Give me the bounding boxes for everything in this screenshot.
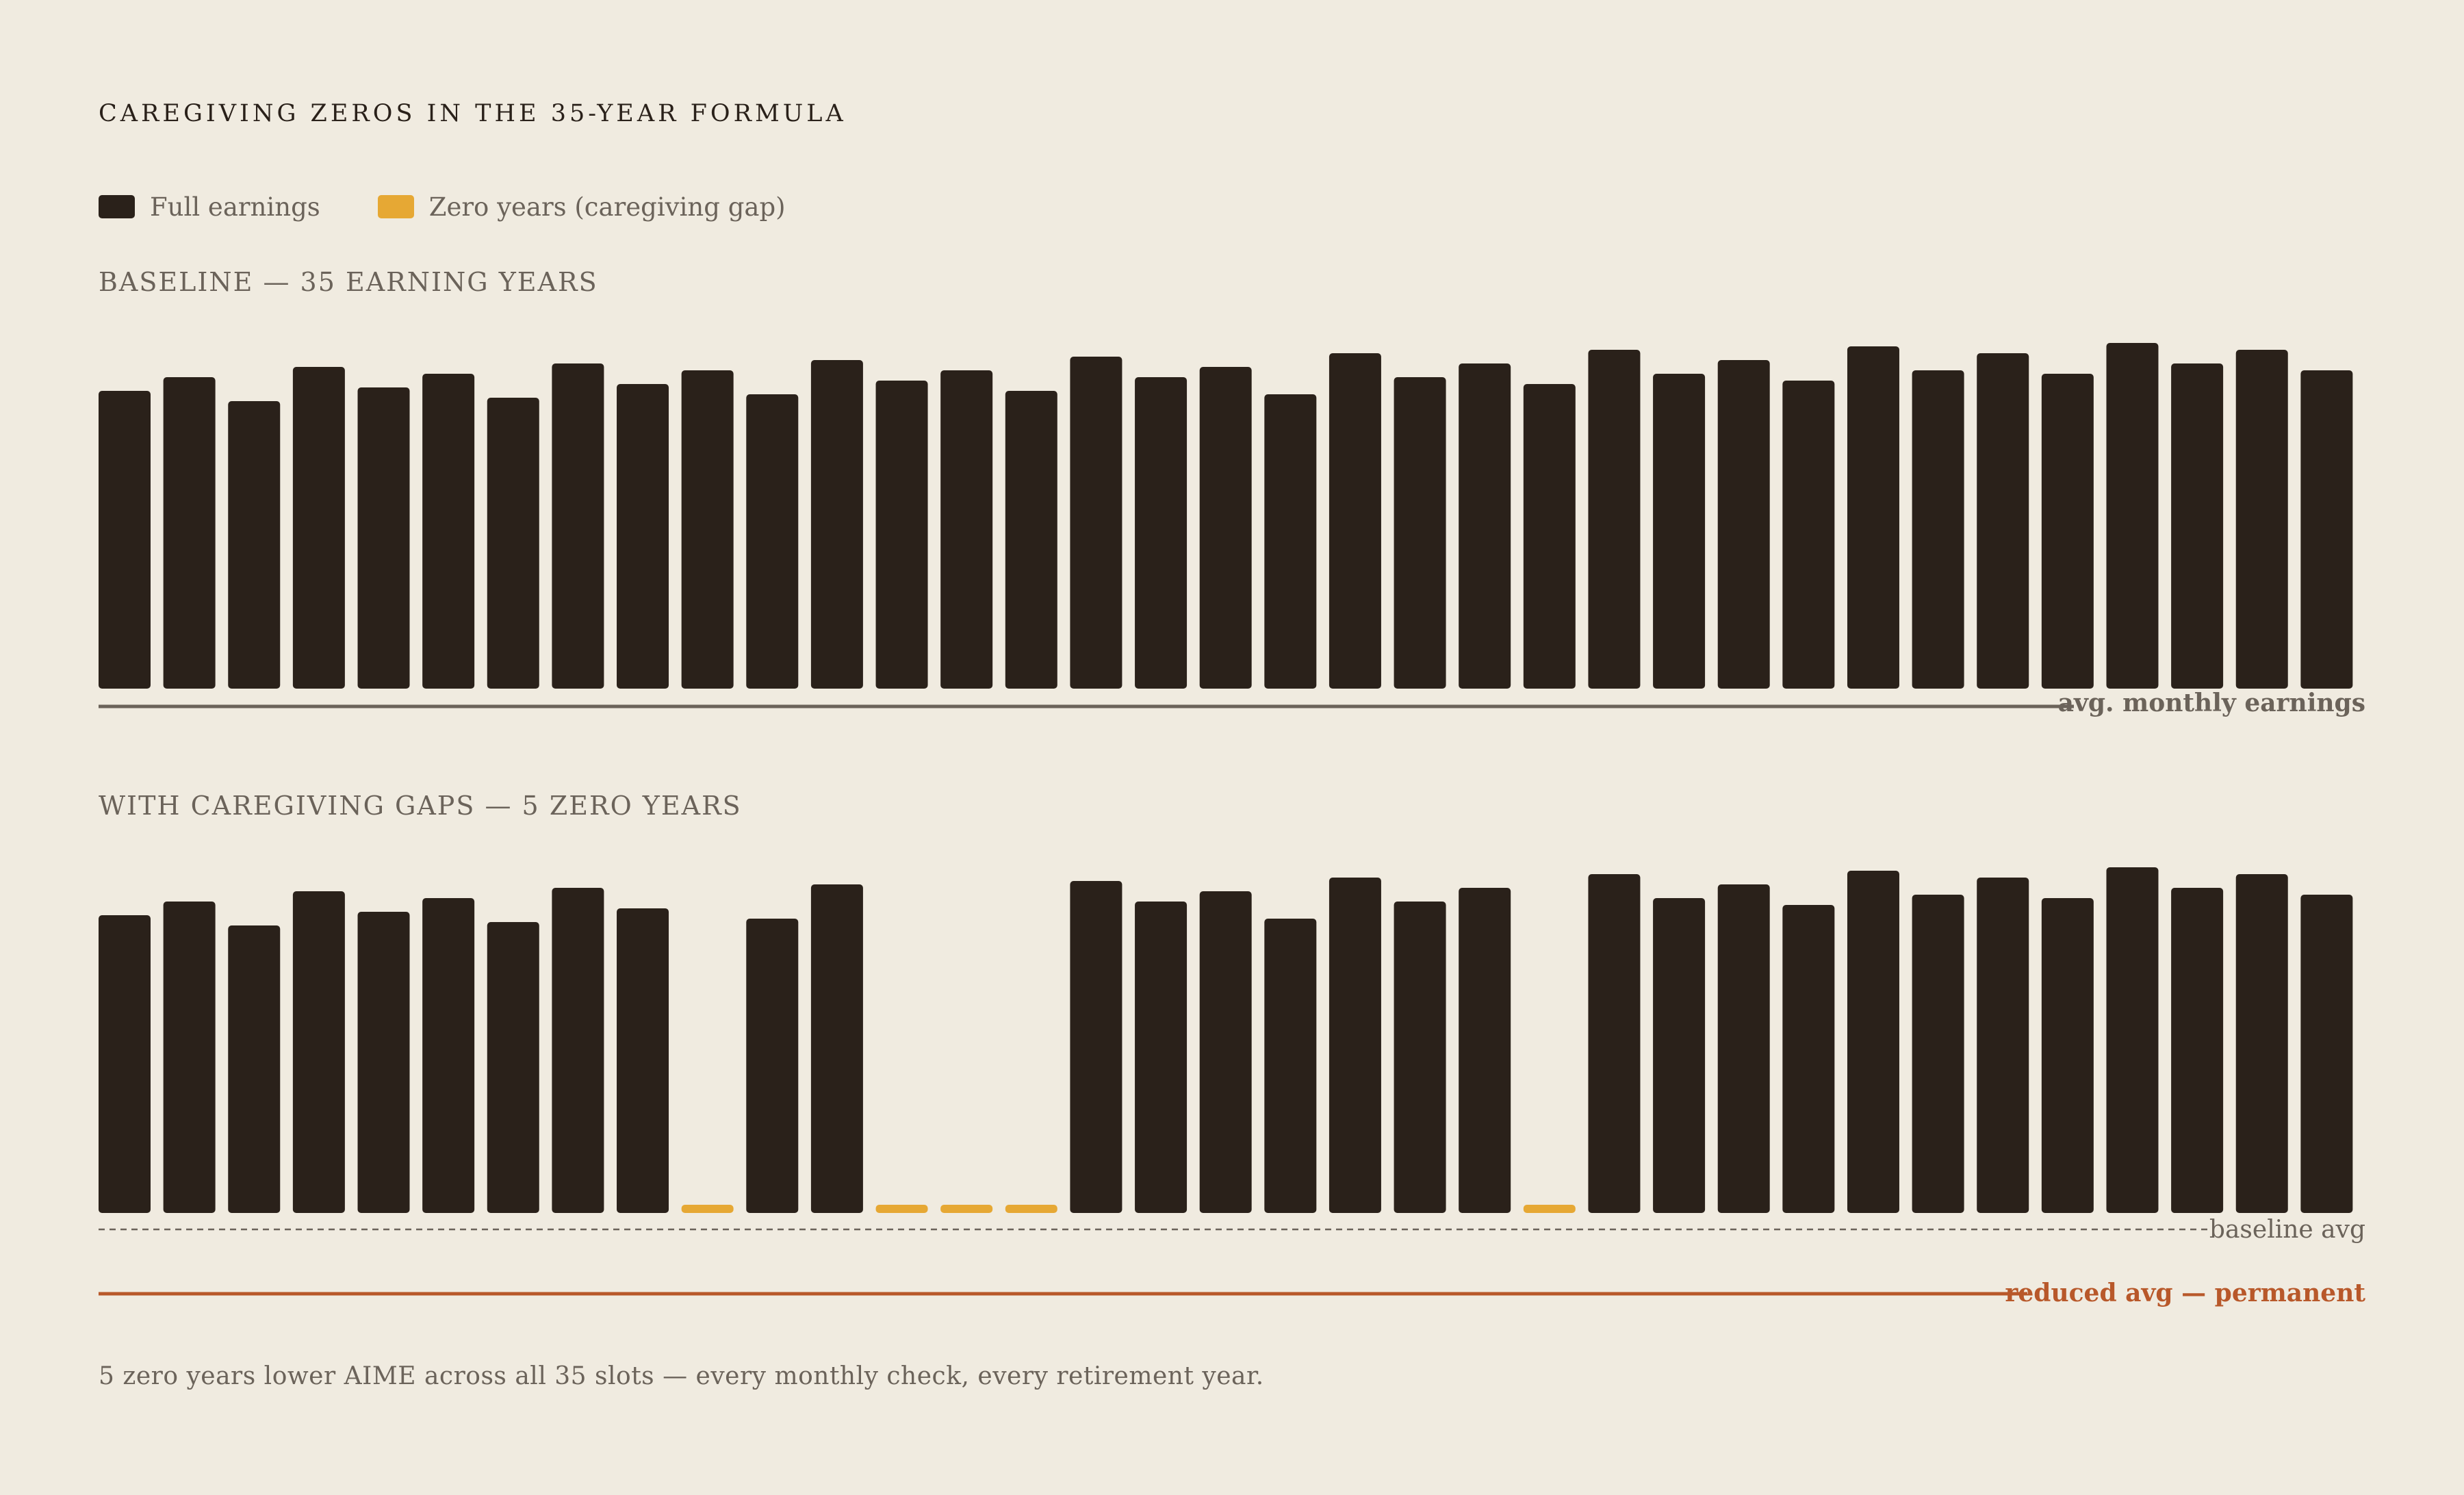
earnings-bar xyxy=(1394,902,1446,1213)
zero-year-bar xyxy=(1523,1205,1576,1213)
earnings-bar xyxy=(357,387,410,689)
earnings-bar xyxy=(1912,370,1964,689)
earnings-bar xyxy=(1782,905,1835,1213)
earnings-bar xyxy=(875,381,928,689)
chart-title: CAREGIVING ZEROS IN THE 35-YEAR FORMULA xyxy=(99,100,847,127)
earnings-bar xyxy=(746,394,799,689)
legend-swatch-full-earnings xyxy=(99,195,135,218)
earnings-bar xyxy=(422,374,475,689)
earnings-bar xyxy=(810,884,863,1213)
earnings-bar xyxy=(2106,867,2159,1213)
earnings-bar xyxy=(1394,377,1446,689)
earnings-bar xyxy=(487,398,539,689)
legend-label-full-earnings: Full earnings xyxy=(150,192,320,222)
earnings-bar xyxy=(1070,357,1122,689)
earnings-bar xyxy=(1459,363,1511,689)
earnings-bar xyxy=(2300,370,2353,689)
zero-year-bar xyxy=(681,1205,734,1213)
panel-gaps-label: WITH CAREGIVING GAPS — 5 ZERO YEARS xyxy=(99,791,742,821)
earnings-bar xyxy=(746,919,799,1213)
earnings-bar xyxy=(2235,874,2288,1213)
earnings-bar xyxy=(228,925,281,1213)
earnings-bar xyxy=(2171,888,2224,1213)
earnings-bar xyxy=(617,908,669,1213)
earnings-bar xyxy=(2106,343,2159,689)
earnings-bar xyxy=(1070,881,1122,1213)
legend: Full earnings Zero years (caregiving gap… xyxy=(99,192,843,222)
earnings-bar xyxy=(2300,895,2353,1213)
earnings-bar xyxy=(1847,871,1899,1213)
earnings-bar xyxy=(1653,898,1706,1213)
earnings-bar xyxy=(163,377,216,689)
earnings-bar xyxy=(1588,874,1641,1213)
earnings-bar xyxy=(487,922,539,1213)
earnings-bar xyxy=(99,391,151,689)
earnings-bar xyxy=(1977,353,2029,689)
earnings-bar xyxy=(2171,363,2224,689)
earnings-bar xyxy=(1717,884,1770,1213)
earnings-bar xyxy=(552,888,604,1213)
reduced-avg-label: reduced avg — permanent xyxy=(2005,1279,2365,1307)
earnings-bar xyxy=(1329,353,1381,689)
earnings-bar xyxy=(163,902,216,1213)
earnings-bar xyxy=(99,915,151,1213)
earnings-bar xyxy=(228,401,281,689)
earnings-bar xyxy=(940,370,993,689)
earnings-bar xyxy=(292,367,345,689)
zero-year-bar xyxy=(1005,1205,1057,1213)
earnings-bar xyxy=(1264,919,1317,1213)
earnings-bar xyxy=(1847,346,1899,689)
earnings-bar xyxy=(1459,888,1511,1213)
earnings-bar xyxy=(1329,878,1381,1213)
legend-label-zero-years: Zero years (caregiving gap) xyxy=(428,192,786,222)
earnings-bar xyxy=(552,363,604,689)
avg-monthly-earnings-label: avg. monthly earnings xyxy=(2057,689,2365,717)
caption: 5 zero years lower AIME across all 35 sl… xyxy=(99,1362,1264,1390)
earnings-bar xyxy=(1135,377,1188,689)
earnings-bar xyxy=(357,912,410,1213)
earnings-bar xyxy=(2041,898,2094,1213)
earnings-bar xyxy=(422,898,475,1213)
earnings-bar xyxy=(617,384,669,689)
earnings-bar xyxy=(292,891,345,1213)
earnings-bar xyxy=(1717,360,1770,689)
earnings-bar xyxy=(1264,394,1317,689)
earnings-bar xyxy=(1005,391,1057,689)
earnings-bar xyxy=(1199,367,1252,689)
earnings-bar xyxy=(1135,902,1188,1213)
panel-baseline-label: BASELINE — 35 EARNING YEARS xyxy=(99,267,598,297)
earnings-bar xyxy=(2041,374,2094,689)
legend-item-zero-years: Zero years (caregiving gap) xyxy=(377,192,786,222)
earnings-bar xyxy=(1653,374,1706,689)
earnings-bar xyxy=(2235,350,2288,689)
earnings-bar xyxy=(1782,381,1835,689)
earnings-bar xyxy=(1199,891,1252,1213)
zero-year-bar xyxy=(875,1205,928,1213)
earnings-bar xyxy=(1523,384,1576,689)
legend-swatch-zero-years xyxy=(377,195,414,218)
earnings-bar xyxy=(681,370,734,689)
earnings-bar xyxy=(810,360,863,689)
zero-year-bar xyxy=(940,1205,993,1213)
baseline-avg-label: baseline avg xyxy=(2209,1216,2365,1244)
legend-item-full-earnings: Full earnings xyxy=(99,192,320,222)
earnings-bar xyxy=(1912,895,1964,1213)
earnings-bar xyxy=(1977,878,2029,1213)
earnings-bar xyxy=(1588,350,1641,689)
